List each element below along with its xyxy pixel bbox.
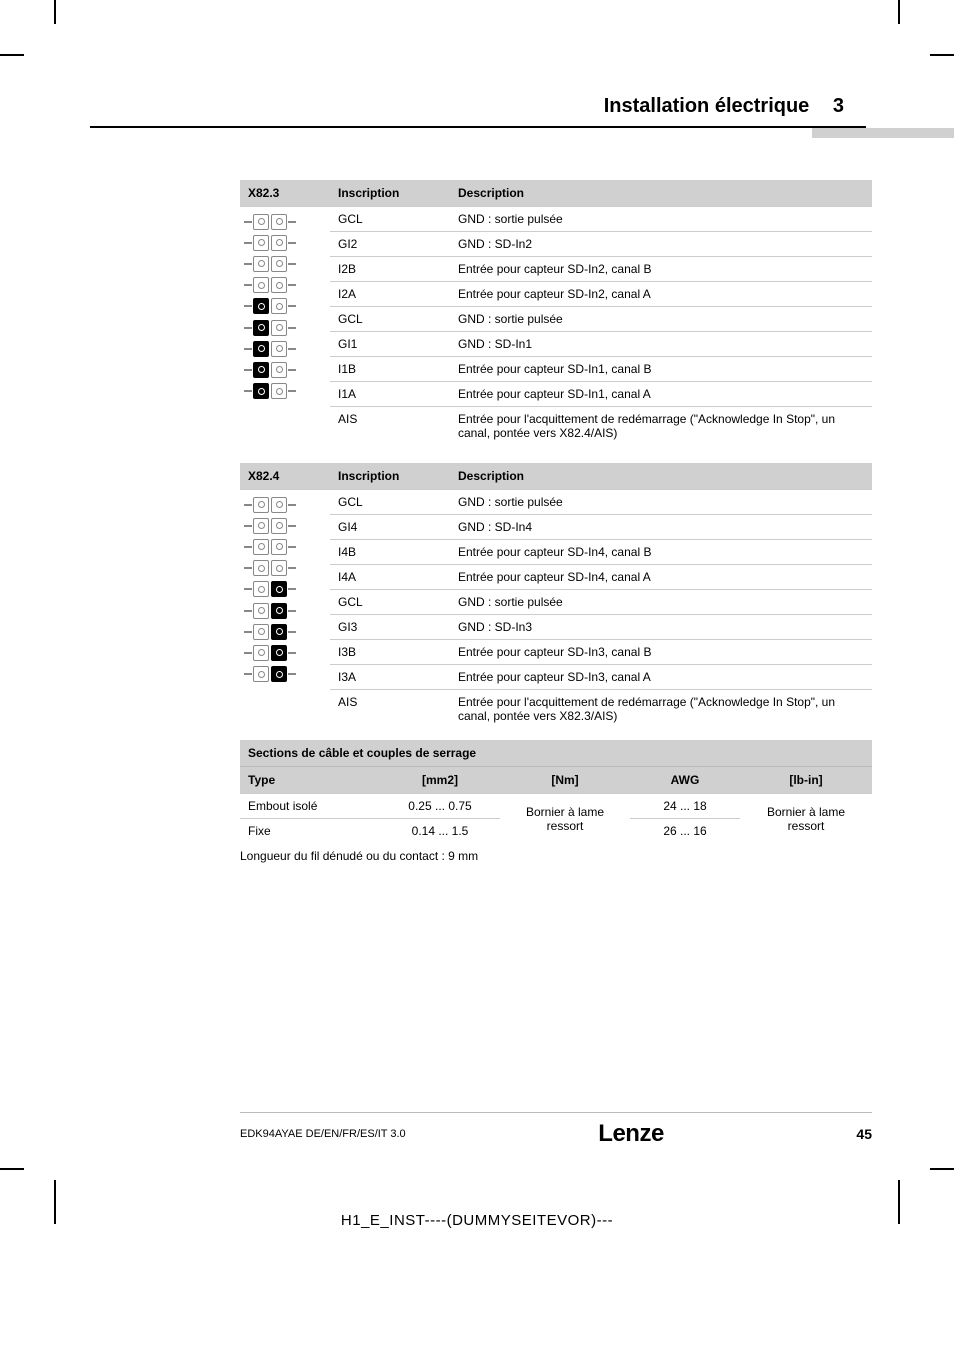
th-description: Description [450, 463, 872, 490]
cell-inscription: AIS [330, 690, 450, 729]
cell-inscription: GCL [330, 490, 450, 515]
footer-rule [240, 1112, 872, 1113]
dummy-page-marker: H1_E_INST----(DUMMYSEITEVOR)--- [0, 1212, 954, 1229]
cable-section-table: Type [mm2] [Nm] AWG [lb-in] Embout isolé… [240, 766, 872, 843]
cell-description: Entrée pour capteur SD-In2, canal B [450, 257, 872, 282]
th-terminal: X82.4 [240, 463, 330, 490]
page-footer: EDK94AYAE DE/EN/FR/ES/IT 3.0 Lenze 45 [240, 1120, 872, 1148]
cell-inscription: GI4 [330, 515, 450, 540]
cell-inscription: I4A [330, 565, 450, 590]
cell-description: Entrée pour capteur SD-In3, canal B [450, 640, 872, 665]
crop-mark [930, 54, 954, 56]
terminal-table-x82-3: X82.3 Inscription Description [240, 180, 872, 445]
cell-description: GND : sortie pulsée [450, 490, 872, 515]
connector-graphic [240, 490, 330, 729]
crop-mark [54, 0, 56, 24]
cell-inscription: GCL [330, 307, 450, 332]
footer-brand: Lenze [598, 1120, 664, 1148]
cell-description: GND : SD-In4 [450, 515, 872, 540]
cell-description: Entrée pour capteur SD-In1, canal B [450, 357, 872, 382]
cell-inscription: I2A [330, 282, 450, 307]
cell-inscription: GI2 [330, 232, 450, 257]
th-type: Type [240, 767, 380, 794]
cell-inscription: GI1 [330, 332, 450, 357]
cell-inscription: GCL [330, 590, 450, 615]
footer-page-number: 45 [856, 1126, 872, 1142]
cell-inscription: GI3 [330, 615, 450, 640]
crop-mark [0, 54, 24, 56]
strip-length-note: Longueur du fil dénudé ou du contact : 9… [240, 849, 872, 863]
cell-awg: 26 ... 16 [630, 819, 740, 844]
cell-mm2: 0.25 ... 0.75 [380, 794, 500, 819]
cell-inscription: I4B [330, 540, 450, 565]
header-rule [90, 126, 866, 128]
cell-description: Entrée pour capteur SD-In4, canal A [450, 565, 872, 590]
crop-mark [0, 1168, 24, 1170]
th-inscription: Inscription [330, 463, 450, 490]
cell-description: Entrée pour l'acquittement de redémarrag… [450, 407, 872, 446]
cell-nm: Bornier à lame ressort [500, 794, 630, 844]
cell-inscription: I1A [330, 382, 450, 407]
th-inscription: Inscription [330, 180, 450, 207]
header-title: Installation électrique [604, 95, 810, 117]
cell-inscription: GCL [330, 207, 450, 232]
header-section-number: 3 [833, 95, 844, 117]
cell-inscription: I1B [330, 357, 450, 382]
cell-awg: 24 ... 18 [630, 794, 740, 819]
cell-mm2: 0.14 ... 1.5 [380, 819, 500, 844]
cell-description: Entrée pour capteur SD-In4, canal B [450, 540, 872, 565]
th-awg: AWG [630, 767, 740, 794]
cell-type: Embout isolé [240, 794, 380, 819]
page-header: Installation électrique 3 [604, 95, 844, 118]
cell-description: Entrée pour l'acquittement de redémarrag… [450, 690, 872, 729]
cell-description: GND : sortie pulsée [450, 590, 872, 615]
th-mm2: [mm2] [380, 767, 500, 794]
cell-description: GND : sortie pulsée [450, 207, 872, 232]
header-grey-tab [812, 128, 954, 138]
crop-mark [898, 0, 900, 24]
cell-description: GND : SD-In3 [450, 615, 872, 640]
cell-description: GND : SD-In1 [450, 332, 872, 357]
footer-doc-id: EDK94AYAE DE/EN/FR/ES/IT 3.0 [240, 1128, 406, 1140]
cell-description: Entrée pour capteur SD-In2, canal A [450, 282, 872, 307]
content-area: X82.3 Inscription Description [240, 180, 872, 863]
cell-description: GND : sortie pulsée [450, 307, 872, 332]
crop-mark [930, 1168, 954, 1170]
th-terminal: X82.3 [240, 180, 330, 207]
cell-description: GND : SD-In2 [450, 232, 872, 257]
cell-inscription: I3A [330, 665, 450, 690]
cell-inscription: I2B [330, 257, 450, 282]
th-description: Description [450, 180, 872, 207]
connector-graphic [240, 207, 330, 446]
th-nm: [Nm] [500, 767, 630, 794]
th-lbin: [lb-in] [740, 767, 872, 794]
cell-lbin: Bornier à lame ressort [740, 794, 872, 844]
cell-inscription: AIS [330, 407, 450, 446]
cell-description: Entrée pour capteur SD-In3, canal A [450, 665, 872, 690]
cell-description: Entrée pour capteur SD-In1, canal A [450, 382, 872, 407]
page: Installation électrique 3 X82.3 Inscript… [0, 0, 954, 1350]
terminal-table-x82-4: X82.4 Inscription Description [240, 463, 872, 728]
cell-type: Fixe [240, 819, 380, 844]
cable-section-title: Sections de câble et couples de serrage [240, 740, 872, 766]
cell-inscription: I3B [330, 640, 450, 665]
